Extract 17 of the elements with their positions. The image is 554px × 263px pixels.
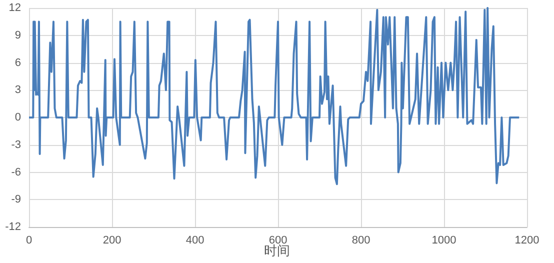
x-tick-label: 1200 — [514, 234, 540, 246]
x-tick-label: 0 — [26, 234, 32, 246]
y-tick-label: 6 — [14, 56, 21, 69]
y-tick-label: -9 — [11, 194, 21, 206]
line-series — [28, 7, 520, 186]
y-tick-label: -6 — [11, 166, 21, 178]
x-tick-label: 200 — [102, 234, 122, 246]
y-tick-label: 0 — [14, 112, 21, 124]
x-tick-label: 800 — [352, 234, 370, 246]
y-tick-label: -3 — [11, 138, 21, 151]
y-tick-label: 9 — [14, 29, 21, 42]
x-axis-title: 时间 — [264, 244, 290, 259]
y-tick-label: -12 — [5, 221, 21, 233]
y-tick-label: 3 — [14, 84, 21, 96]
x-tick-label: 1000 — [432, 234, 456, 246]
y-tick-label: 12 — [8, 2, 21, 14]
x-tick-label: 400 — [186, 234, 204, 246]
